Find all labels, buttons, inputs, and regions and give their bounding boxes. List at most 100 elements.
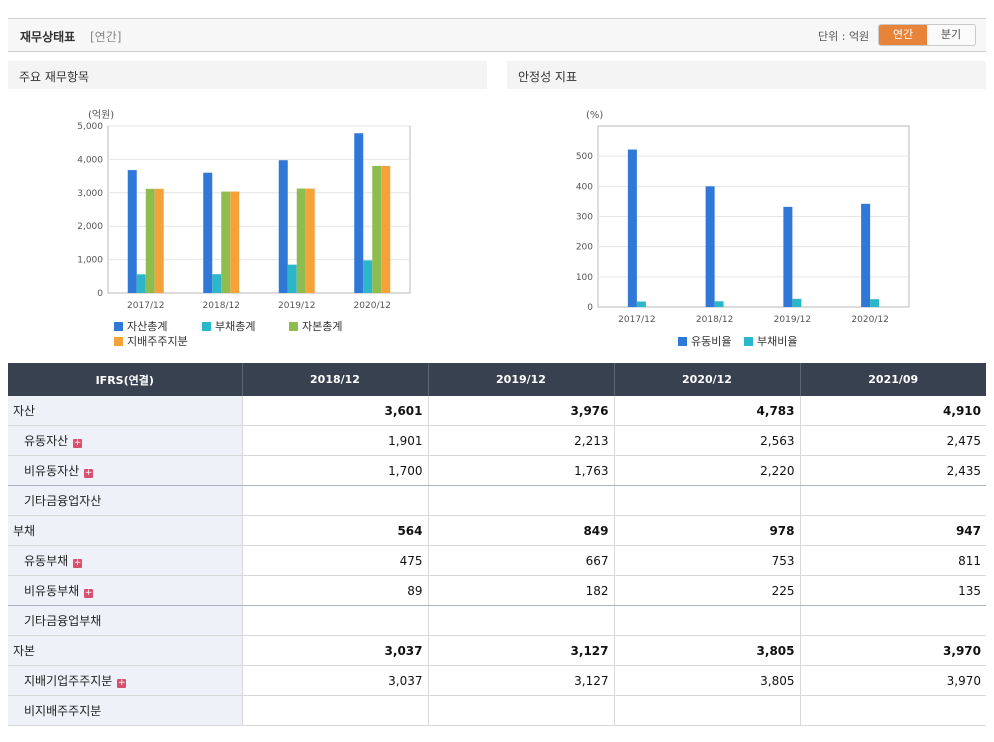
table-cell xyxy=(613,605,800,636)
table-header-row: IFRS(연결) 2018/12 2019/12 2020/12 2021/09 xyxy=(8,363,986,396)
legend-item: 부채총계 xyxy=(202,318,255,334)
row-label: 비유동자산 + xyxy=(8,455,242,486)
table-cell: 3,601 xyxy=(241,396,428,426)
legend-swatch xyxy=(114,322,123,331)
y-tick-label: 100 xyxy=(576,273,593,283)
table-header-period: 2021/09 xyxy=(799,363,986,396)
row-label: 유동부채 + xyxy=(8,545,242,576)
table-cell xyxy=(613,695,800,726)
key-items-panel-header: 주요 재무항목 xyxy=(8,61,487,89)
x-tick-label: 2020/12 xyxy=(354,301,391,311)
y-tick-label: 0 xyxy=(97,289,103,299)
stability-title: 안정성 지표 xyxy=(518,70,578,84)
table-cell: 978 xyxy=(613,515,800,546)
legend-swatch xyxy=(114,337,123,346)
table-cell xyxy=(799,695,986,726)
table-row: 부채 564 849 978 947 xyxy=(8,515,986,546)
bar-0-2 xyxy=(145,188,155,293)
table-cell: 2,435 xyxy=(799,455,986,486)
row-label-text: 유동부채 xyxy=(24,554,69,568)
bar-0-0 xyxy=(627,149,637,307)
table-cell xyxy=(241,485,428,516)
legend-label: 부채비율 xyxy=(757,335,798,348)
table-cell: 2,213 xyxy=(427,425,614,456)
y-tick-label: 500 xyxy=(576,152,593,162)
table-header-label: IFRS(연결) xyxy=(8,363,242,396)
unit-label: (%) xyxy=(586,110,603,121)
table-cell: 2,220 xyxy=(613,455,800,486)
legend-item: 부채비율 xyxy=(744,333,797,349)
table-row: 비지배주주지분 xyxy=(8,695,986,726)
bar-3-2 xyxy=(372,165,382,293)
table-row: 자본 3,037 3,127 3,805 3,970 xyxy=(8,635,986,666)
bar-1-3 xyxy=(230,191,240,293)
row-label: 비지배주주지분 xyxy=(8,695,242,726)
row-label: 자본 xyxy=(8,635,242,666)
row-label-text: 비유동부채 xyxy=(24,584,80,598)
financial-statement-header: 재무상태표 [연간] 단위 : 억원 연간 분기 xyxy=(8,18,986,52)
key-items-title: 주요 재무항목 xyxy=(19,70,90,84)
table-cell: 1,700 xyxy=(241,455,428,486)
table-cell: 753 xyxy=(613,545,800,576)
period-label: [연간] xyxy=(90,30,122,44)
table-cell: 4,783 xyxy=(613,396,800,426)
quarter-button[interactable]: 분기 xyxy=(940,28,962,41)
table-cell: 2,563 xyxy=(613,425,800,456)
table-cell: 89 xyxy=(241,575,428,606)
table-cell: 3,127 xyxy=(427,635,614,666)
table-cell: 3,127 xyxy=(427,665,614,696)
row-label: 기타금융업자산 xyxy=(8,485,242,516)
table-row: 자산 3,601 3,976 4,783 4,910 xyxy=(8,396,986,426)
table-cell: 4,910 xyxy=(799,396,986,426)
stability-chart: 500 400 300 200 100 0 (%) 2017/12 2018/12 2019/12… xyxy=(576,110,910,325)
y-tick-label: 0 xyxy=(587,303,593,313)
bar-2-3 xyxy=(305,188,315,293)
y-tick-label: 4,000 xyxy=(77,155,103,165)
annual-button[interactable]: 연간 xyxy=(879,25,927,45)
bar-2-1 xyxy=(792,298,802,307)
period-toggle: 연간 분기 xyxy=(878,24,976,46)
table-cell xyxy=(241,605,428,636)
table-cell: 3,805 xyxy=(613,635,800,666)
table-cell: 135 xyxy=(799,575,986,606)
y-tick-label: 5,000 xyxy=(77,122,103,132)
row-label-text: 자본 xyxy=(13,644,36,658)
financial-table: IFRS(연결) 2018/12 2019/12 2020/12 2021/09 자산 3… xyxy=(8,363,986,726)
table-cell xyxy=(799,485,986,516)
table-cell: 1,901 xyxy=(241,425,428,456)
row-label-text: 비지배주주지분 xyxy=(24,704,102,718)
table-cell xyxy=(241,695,428,726)
x-tick-label: 2018/12 xyxy=(696,315,733,325)
row-label-text: 기타금융업부채 xyxy=(24,614,102,628)
table-row: 비유동부채 +89 182 225 135 xyxy=(8,575,986,606)
row-label: 지배기업주주지분 + xyxy=(8,665,242,696)
legend-swatch xyxy=(678,337,687,346)
expand-icon[interactable]: + xyxy=(84,588,94,598)
table-cell: 475 xyxy=(241,545,428,576)
bar-3-0 xyxy=(861,203,871,307)
table-cell xyxy=(427,695,614,726)
legend-swatch xyxy=(202,322,211,331)
table-row: 유동부채 +475 667 753 811 xyxy=(8,545,986,576)
x-tick-label: 2020/12 xyxy=(851,315,888,325)
key-items-chart: 5,000 4,000 3,000 2,000 1,000 0 (억원) 2017/12 201… xyxy=(77,109,411,311)
bar-2-0 xyxy=(783,206,793,307)
expand-icon[interactable]: + xyxy=(84,468,94,478)
legend-item: 지배주주지분 xyxy=(114,333,188,349)
x-tick-label: 2019/12 xyxy=(278,301,315,311)
stability-legend: 유동비율 부채비율 xyxy=(678,333,878,349)
row-label: 기타금융업부채 xyxy=(8,605,242,636)
bar-1-2 xyxy=(221,191,231,293)
unit-label: 단위 : 억원 xyxy=(818,30,870,43)
table-cell xyxy=(427,485,614,516)
expand-icon[interactable]: + xyxy=(117,678,127,688)
table-cell: 225 xyxy=(613,575,800,606)
legend-item: 유동비율 xyxy=(678,333,731,349)
expand-icon[interactable]: + xyxy=(73,438,83,448)
legend-swatch xyxy=(289,322,298,331)
table-cell xyxy=(613,485,800,516)
row-label-text: 부채 xyxy=(13,524,36,538)
bar-2-1 xyxy=(287,264,297,293)
expand-icon[interactable]: + xyxy=(73,558,83,568)
table-cell: 182 xyxy=(427,575,614,606)
